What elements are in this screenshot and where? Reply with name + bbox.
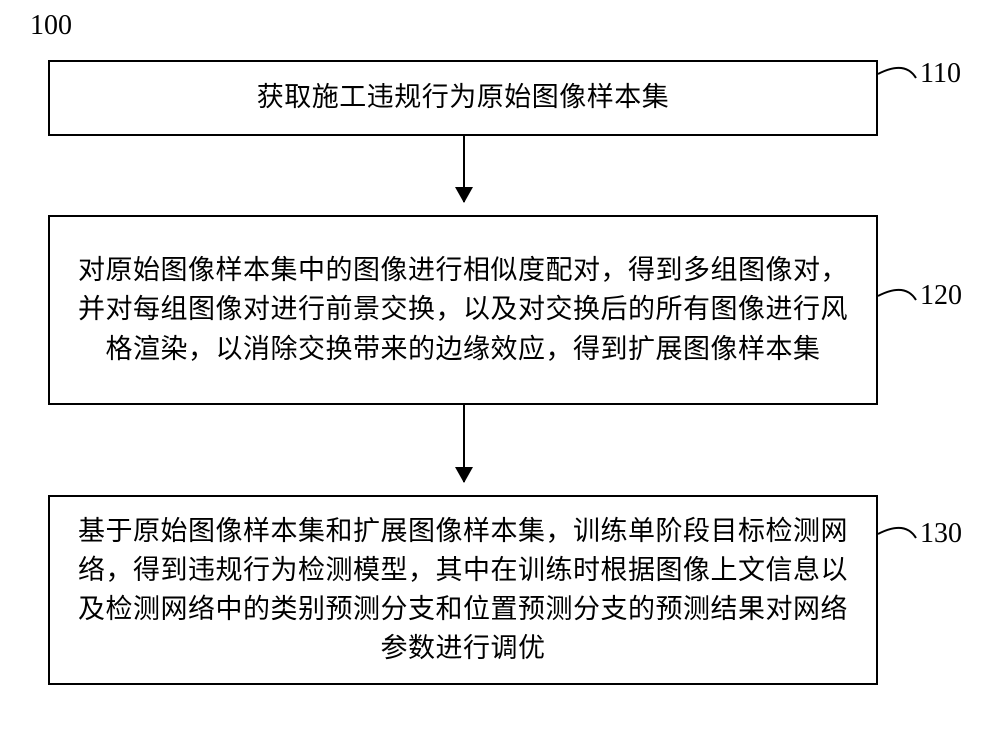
step-label-130: 130 <box>920 518 962 550</box>
leader-line-130 <box>876 518 918 540</box>
leader-line-120 <box>876 280 918 302</box>
leader-line-110 <box>876 58 918 80</box>
step-label-110: 110 <box>920 58 961 90</box>
figure-label: 100 <box>30 10 72 42</box>
flowchart-canvas: 100 获取施工违规行为原始图像样本集 110 对原始图像样本集中的图像进行相似… <box>0 0 1000 747</box>
arrow-down-icon <box>463 136 465 202</box>
step-label-120: 120 <box>920 280 962 312</box>
flow-step-110: 获取施工违规行为原始图像样本集 <box>48 60 878 136</box>
flow-step-110-text: 获取施工违规行为原始图像样本集 <box>257 78 670 117</box>
flow-step-120: 对原始图像样本集中的图像进行相似度配对，得到多组图像对，并对每组图像对进行前景交… <box>48 215 878 405</box>
flow-step-130-text: 基于原始图像样本集和扩展图像样本集，训练单阶段目标检测网络，得到违规行为检测模型… <box>78 512 848 669</box>
arrow-down-icon <box>463 405 465 482</box>
flow-step-130: 基于原始图像样本集和扩展图像样本集，训练单阶段目标检测网络，得到违规行为检测模型… <box>48 495 878 685</box>
flow-step-120-text: 对原始图像样本集中的图像进行相似度配对，得到多组图像对，并对每组图像对进行前景交… <box>78 251 848 368</box>
